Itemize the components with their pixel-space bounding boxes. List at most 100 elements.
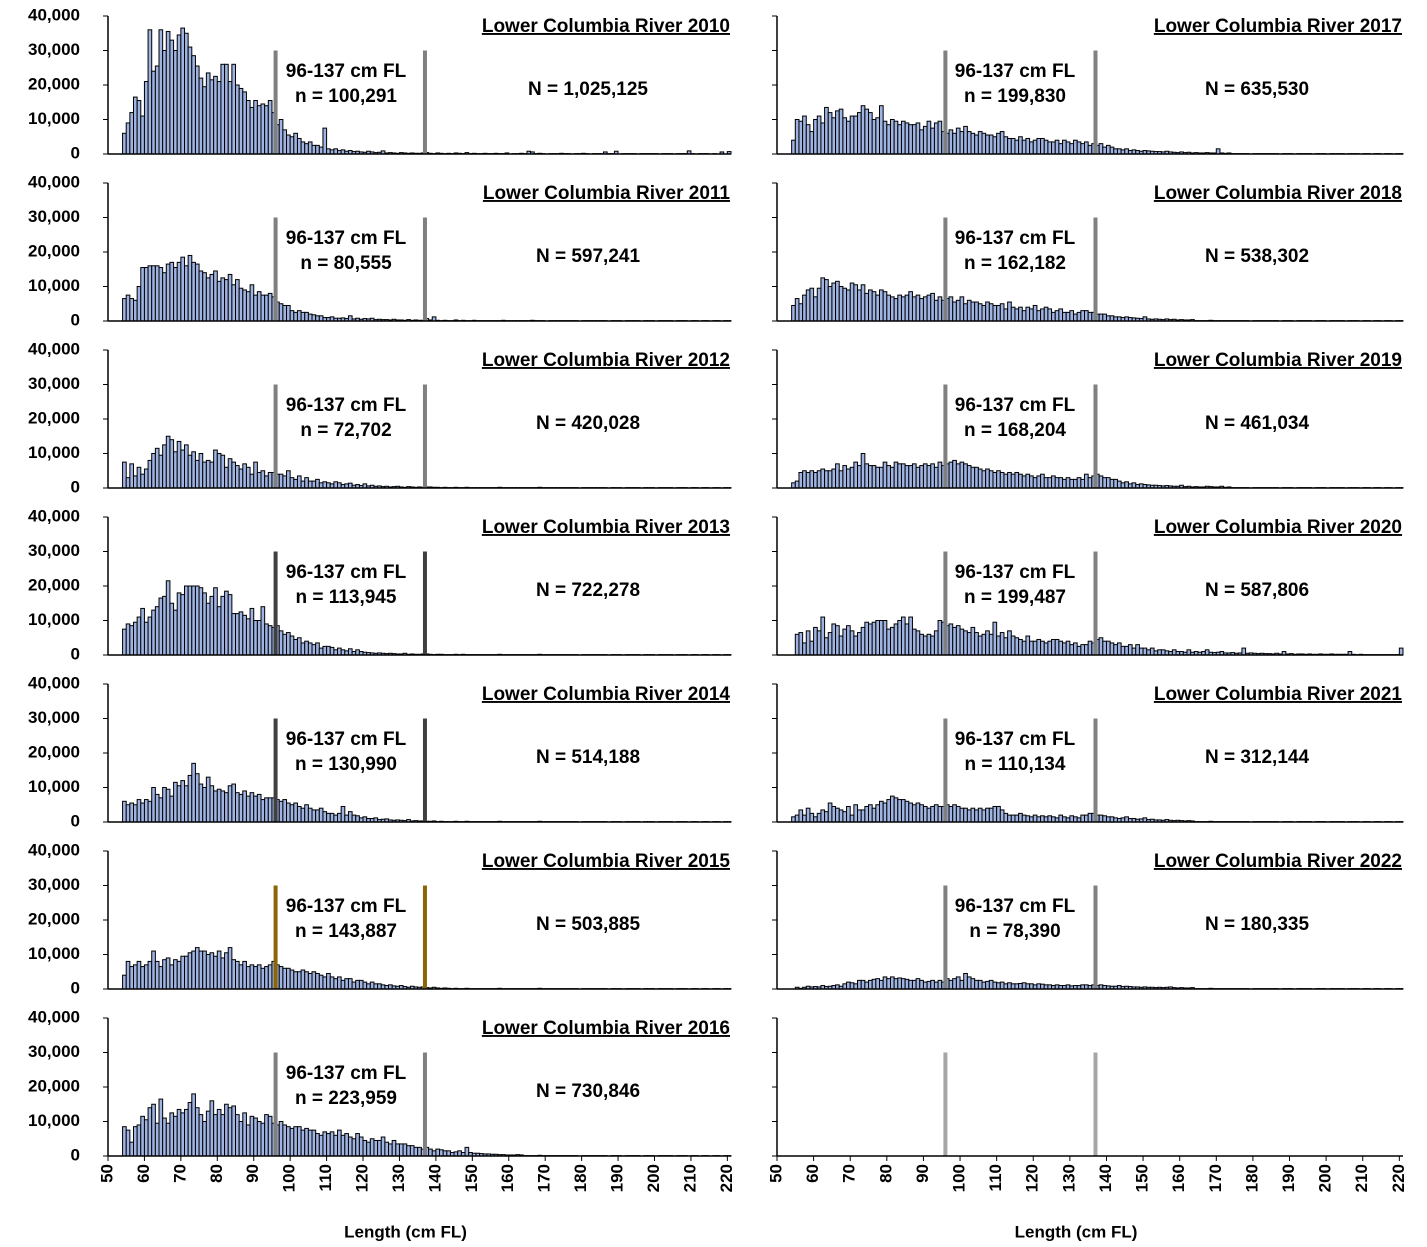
x-tick-label: 200 bbox=[1316, 1164, 1335, 1192]
range-line bbox=[1093, 551, 1098, 655]
bar bbox=[853, 804, 859, 823]
bar bbox=[926, 633, 932, 656]
bar bbox=[231, 284, 237, 322]
range-count: n = 130,990 bbox=[295, 754, 397, 775]
bar bbox=[180, 1112, 186, 1157]
bar bbox=[296, 1126, 302, 1157]
bar bbox=[129, 802, 135, 823]
bar bbox=[245, 466, 251, 489]
bar bbox=[1076, 311, 1082, 322]
y-tick-label: 20,000 bbox=[28, 1076, 80, 1095]
x-tick-label: 180 bbox=[571, 1164, 590, 1192]
bar bbox=[875, 466, 881, 489]
bar bbox=[985, 301, 990, 322]
bar bbox=[955, 127, 961, 155]
bar bbox=[1047, 141, 1053, 155]
bar bbox=[154, 1122, 160, 1157]
bar bbox=[889, 296, 895, 322]
bar bbox=[384, 1141, 390, 1157]
y-tick-label: 30,000 bbox=[28, 1042, 80, 1061]
bar bbox=[816, 470, 822, 489]
x-tick-label: 70 bbox=[840, 1164, 859, 1183]
bar bbox=[220, 454, 226, 489]
x-axis-label: Length (cm FL) bbox=[1015, 1222, 1138, 1241]
bar bbox=[315, 642, 320, 656]
range-line bbox=[1093, 217, 1098, 321]
bar bbox=[1043, 306, 1049, 322]
bar bbox=[798, 809, 804, 823]
bar bbox=[205, 72, 211, 155]
bar bbox=[988, 807, 994, 823]
bar bbox=[202, 461, 207, 489]
bar bbox=[948, 129, 954, 155]
bar bbox=[304, 143, 309, 155]
bar bbox=[231, 461, 237, 489]
bar bbox=[996, 132, 1001, 155]
y-tick-label: 10,000 bbox=[28, 944, 80, 963]
y-tick-label: 0 bbox=[71, 978, 80, 997]
bar bbox=[311, 809, 317, 823]
range-line bbox=[422, 384, 427, 488]
bar bbox=[176, 592, 182, 656]
bar bbox=[133, 96, 138, 155]
bar bbox=[1124, 481, 1129, 489]
bar bbox=[838, 809, 844, 823]
bar bbox=[1124, 645, 1129, 656]
bar bbox=[1043, 642, 1049, 656]
bar bbox=[893, 623, 899, 656]
bar bbox=[937, 120, 943, 155]
bar bbox=[886, 294, 891, 322]
bar bbox=[322, 645, 328, 656]
bar bbox=[209, 1100, 215, 1157]
range-label: 96-137 cm FL bbox=[286, 61, 407, 82]
range-label: 96-137 cm FL bbox=[286, 562, 407, 583]
bar bbox=[959, 296, 965, 322]
bar bbox=[326, 645, 331, 656]
bar bbox=[827, 802, 833, 823]
bar bbox=[919, 633, 924, 656]
bar bbox=[1018, 982, 1023, 990]
bar bbox=[311, 1129, 317, 1157]
bar bbox=[238, 87, 244, 155]
bar bbox=[981, 132, 987, 155]
y-tick-label: 10,000 bbox=[28, 109, 80, 128]
bar bbox=[322, 481, 328, 489]
bar bbox=[311, 144, 317, 155]
bar bbox=[253, 294, 258, 322]
bar bbox=[158, 267, 164, 322]
bar bbox=[227, 81, 233, 155]
bar bbox=[992, 136, 998, 155]
bar bbox=[922, 463, 928, 489]
panel-title: Lower Columbia River 2010 bbox=[482, 16, 730, 37]
bar bbox=[813, 816, 818, 823]
bar bbox=[794, 298, 800, 322]
bar bbox=[933, 299, 939, 322]
bar bbox=[988, 470, 994, 489]
bar bbox=[820, 277, 826, 322]
range-line bbox=[422, 551, 427, 655]
bar bbox=[1124, 148, 1129, 155]
x-axis-label: Length (cm FL) bbox=[344, 1222, 467, 1241]
bar bbox=[853, 983, 859, 990]
total-count: N = 503,885 bbox=[536, 914, 640, 935]
bar bbox=[180, 955, 186, 990]
bar bbox=[868, 979, 873, 990]
y-tick-label: 20,000 bbox=[28, 241, 80, 260]
bar bbox=[988, 979, 994, 990]
bar bbox=[1036, 816, 1042, 823]
bar bbox=[267, 1115, 273, 1157]
bar bbox=[355, 815, 360, 823]
bar bbox=[194, 65, 200, 155]
bar bbox=[227, 273, 233, 322]
bar bbox=[824, 279, 829, 322]
bar bbox=[355, 1133, 360, 1157]
bar bbox=[864, 621, 870, 656]
bar bbox=[333, 978, 339, 990]
bar bbox=[937, 296, 943, 322]
bar bbox=[198, 783, 204, 823]
bar bbox=[260, 799, 266, 823]
bar bbox=[988, 134, 994, 155]
range-label: 96-137 cm FL bbox=[286, 395, 407, 416]
bar bbox=[133, 964, 138, 990]
